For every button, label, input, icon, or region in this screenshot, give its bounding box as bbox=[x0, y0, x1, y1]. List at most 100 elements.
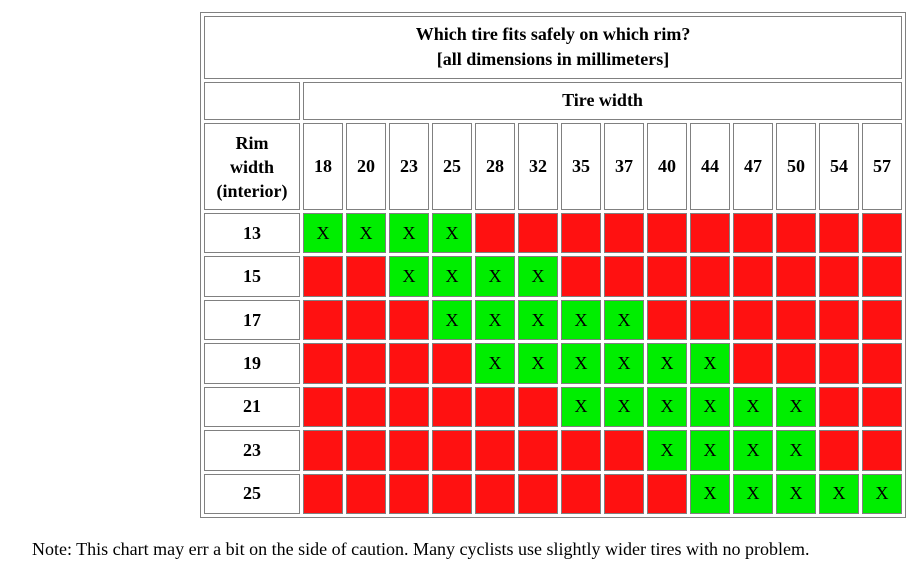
no-fit-cell bbox=[776, 343, 816, 384]
fit-cell: X bbox=[389, 256, 429, 297]
rim-width-value: 19 bbox=[204, 343, 300, 384]
no-fit-cell bbox=[432, 473, 472, 514]
fit-cell: X bbox=[475, 299, 515, 341]
no-fit-cell bbox=[475, 473, 515, 514]
no-fit-cell bbox=[561, 212, 601, 254]
empty-corner-cell bbox=[204, 81, 300, 121]
no-fit-cell bbox=[432, 386, 472, 428]
no-fit-cell bbox=[604, 430, 644, 471]
no-fit-cell bbox=[561, 473, 601, 514]
no-fit-cell bbox=[647, 299, 687, 341]
no-fit-cell bbox=[604, 256, 644, 297]
fit-cell: X bbox=[561, 343, 601, 384]
no-fit-cell bbox=[303, 256, 343, 297]
tire-width-header-row: Tire width bbox=[204, 81, 903, 121]
no-fit-cell bbox=[733, 299, 773, 341]
fit-cell: X bbox=[776, 430, 816, 471]
no-fit-cell bbox=[862, 386, 903, 428]
no-fit-cell bbox=[819, 256, 859, 297]
table-row: 17 X X X X X bbox=[204, 299, 903, 341]
fit-cell: X bbox=[690, 430, 730, 471]
tire-width-header: 25 bbox=[432, 123, 472, 210]
no-fit-cell bbox=[518, 212, 558, 254]
no-fit-cell bbox=[776, 212, 816, 254]
fit-cell: X bbox=[604, 299, 644, 341]
no-fit-cell bbox=[303, 299, 343, 341]
no-fit-cell bbox=[518, 430, 558, 471]
table-title-line2: [all dimensions in millimeters] bbox=[436, 49, 670, 70]
fit-cell: X bbox=[604, 386, 644, 428]
tire-width-header: 47 bbox=[733, 123, 773, 210]
tire-rim-fit-table: Which tire fits safely on which rim? [al… bbox=[200, 12, 907, 518]
tire-width-header: 40 bbox=[647, 123, 687, 210]
rim-width-value: 15 bbox=[204, 256, 300, 297]
no-fit-cell bbox=[346, 386, 386, 428]
fit-cell: X bbox=[518, 256, 558, 297]
no-fit-cell bbox=[862, 256, 903, 297]
fit-cell: X bbox=[690, 473, 730, 514]
no-fit-cell bbox=[604, 212, 644, 254]
no-fit-cell bbox=[819, 386, 859, 428]
fit-cell: X bbox=[776, 386, 816, 428]
fit-cell: X bbox=[561, 299, 601, 341]
fit-cell: X bbox=[604, 343, 644, 384]
tire-width-header: 28 bbox=[475, 123, 515, 210]
no-fit-cell bbox=[862, 343, 903, 384]
no-fit-cell bbox=[561, 430, 601, 471]
no-fit-cell bbox=[647, 473, 687, 514]
fit-cell: X bbox=[776, 473, 816, 514]
fit-cell: X bbox=[690, 343, 730, 384]
rim-width-value: 21 bbox=[204, 386, 300, 428]
no-fit-cell bbox=[346, 256, 386, 297]
tire-width-header: 35 bbox=[561, 123, 601, 210]
table-row: 23 X X X X bbox=[204, 430, 903, 471]
no-fit-cell bbox=[475, 386, 515, 428]
no-fit-cell bbox=[475, 430, 515, 471]
rim-width-label: Rim width (interior) bbox=[204, 123, 300, 210]
no-fit-cell bbox=[518, 386, 558, 428]
no-fit-cell bbox=[819, 430, 859, 471]
fit-cell: X bbox=[346, 212, 386, 254]
table-row: 15 X X X X bbox=[204, 256, 903, 297]
fit-cell: X bbox=[518, 343, 558, 384]
no-fit-cell bbox=[389, 473, 429, 514]
no-fit-cell bbox=[346, 299, 386, 341]
rim-width-value: 25 bbox=[204, 473, 300, 514]
no-fit-cell bbox=[733, 343, 773, 384]
fit-cell: X bbox=[475, 256, 515, 297]
table-title: Which tire fits safely on which rim? [al… bbox=[204, 16, 903, 79]
table-row: 19 X X X X X X bbox=[204, 343, 903, 384]
rim-width-label-line1: Rim bbox=[235, 132, 269, 153]
tire-width-header: 23 bbox=[389, 123, 429, 210]
no-fit-cell bbox=[346, 343, 386, 384]
no-fit-cell bbox=[475, 212, 515, 254]
rim-width-value: 17 bbox=[204, 299, 300, 341]
fit-cell: X bbox=[647, 430, 687, 471]
no-fit-cell bbox=[303, 473, 343, 514]
fit-cell: X bbox=[303, 212, 343, 254]
fit-cell: X bbox=[389, 212, 429, 254]
fit-cell: X bbox=[690, 386, 730, 428]
fit-cell: X bbox=[862, 473, 903, 514]
fit-cell: X bbox=[518, 299, 558, 341]
tire-width-header: 18 bbox=[303, 123, 343, 210]
fit-cell: X bbox=[432, 212, 472, 254]
no-fit-cell bbox=[303, 386, 343, 428]
rim-width-label-line2: width bbox=[229, 156, 274, 177]
table-row: 25 X X X X X bbox=[204, 473, 903, 514]
no-fit-cell bbox=[604, 473, 644, 514]
fit-cell: X bbox=[647, 386, 687, 428]
no-fit-cell bbox=[518, 473, 558, 514]
no-fit-cell bbox=[647, 212, 687, 254]
table-row: 13 X X X X bbox=[204, 212, 903, 254]
no-fit-cell bbox=[819, 299, 859, 341]
fit-cell: X bbox=[819, 473, 859, 514]
column-header-row: Rim width (interior) 18 20 23 25 28 32 35 37 40 4… bbox=[204, 123, 903, 210]
no-fit-cell bbox=[432, 343, 472, 384]
tire-width-header: 57 bbox=[862, 123, 903, 210]
no-fit-cell bbox=[862, 212, 903, 254]
no-fit-cell bbox=[389, 430, 429, 471]
no-fit-cell bbox=[862, 430, 903, 471]
fit-cell: X bbox=[733, 430, 773, 471]
tire-width-label: Tire width bbox=[303, 81, 903, 121]
